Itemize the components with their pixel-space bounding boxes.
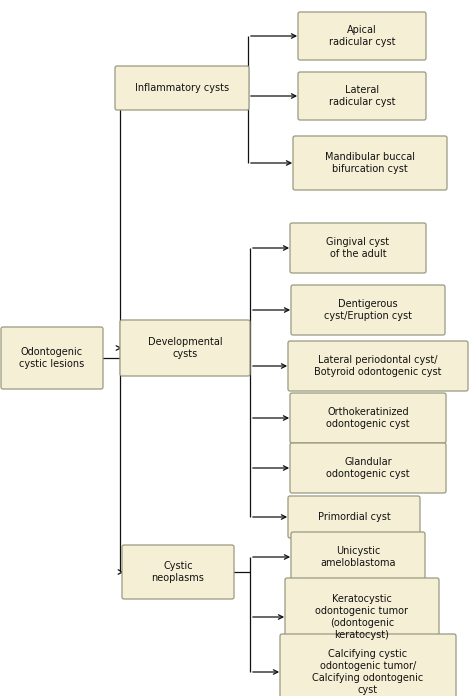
FancyBboxPatch shape [285, 578, 439, 656]
Text: Cystic
neoplasms: Cystic neoplasms [152, 561, 204, 583]
Text: Mandibular buccal
bifurcation cyst: Mandibular buccal bifurcation cyst [325, 152, 415, 174]
FancyBboxPatch shape [1, 327, 103, 389]
FancyBboxPatch shape [122, 545, 234, 599]
Text: Inflammatory cysts: Inflammatory cysts [135, 83, 229, 93]
Text: Dentigerous
cyst/Eruption cyst: Dentigerous cyst/Eruption cyst [324, 299, 412, 321]
Text: Keratocystic
odontogenic tumor
(odontogenic
keratocyst): Keratocystic odontogenic tumor (odontoge… [316, 594, 409, 640]
FancyBboxPatch shape [298, 12, 426, 60]
FancyBboxPatch shape [115, 66, 249, 110]
Text: Odontogenic
cystic lesions: Odontogenic cystic lesions [19, 347, 85, 369]
FancyBboxPatch shape [280, 634, 456, 696]
FancyBboxPatch shape [290, 443, 446, 493]
Text: Lateral periodontal cyst/
Botyroid odontogenic cyst: Lateral periodontal cyst/ Botyroid odont… [314, 355, 442, 377]
FancyBboxPatch shape [290, 393, 446, 443]
FancyBboxPatch shape [290, 223, 426, 273]
Text: Glandular
odontogenic cyst: Glandular odontogenic cyst [326, 457, 410, 479]
Text: Lateral
radicular cyst: Lateral radicular cyst [329, 85, 395, 107]
FancyBboxPatch shape [298, 72, 426, 120]
FancyBboxPatch shape [120, 320, 250, 376]
FancyBboxPatch shape [288, 341, 468, 391]
Text: Calcifying cystic
odontogenic tumor/
Calcifying odontogenic
cyst: Calcifying cystic odontogenic tumor/ Cal… [312, 649, 424, 695]
Text: Apical
radicular cyst: Apical radicular cyst [329, 25, 395, 47]
Text: Developmental
cysts: Developmental cysts [148, 337, 222, 359]
FancyBboxPatch shape [291, 285, 445, 335]
FancyBboxPatch shape [291, 532, 425, 582]
Text: Orthokeratinized
odontogenic cyst: Orthokeratinized odontogenic cyst [326, 407, 410, 429]
FancyBboxPatch shape [288, 496, 420, 538]
Text: Gingival cyst
of the adult: Gingival cyst of the adult [327, 237, 390, 259]
Text: Unicystic
ameloblastoma: Unicystic ameloblastoma [320, 546, 396, 568]
FancyBboxPatch shape [293, 136, 447, 190]
Text: Primordial cyst: Primordial cyst [318, 512, 391, 522]
